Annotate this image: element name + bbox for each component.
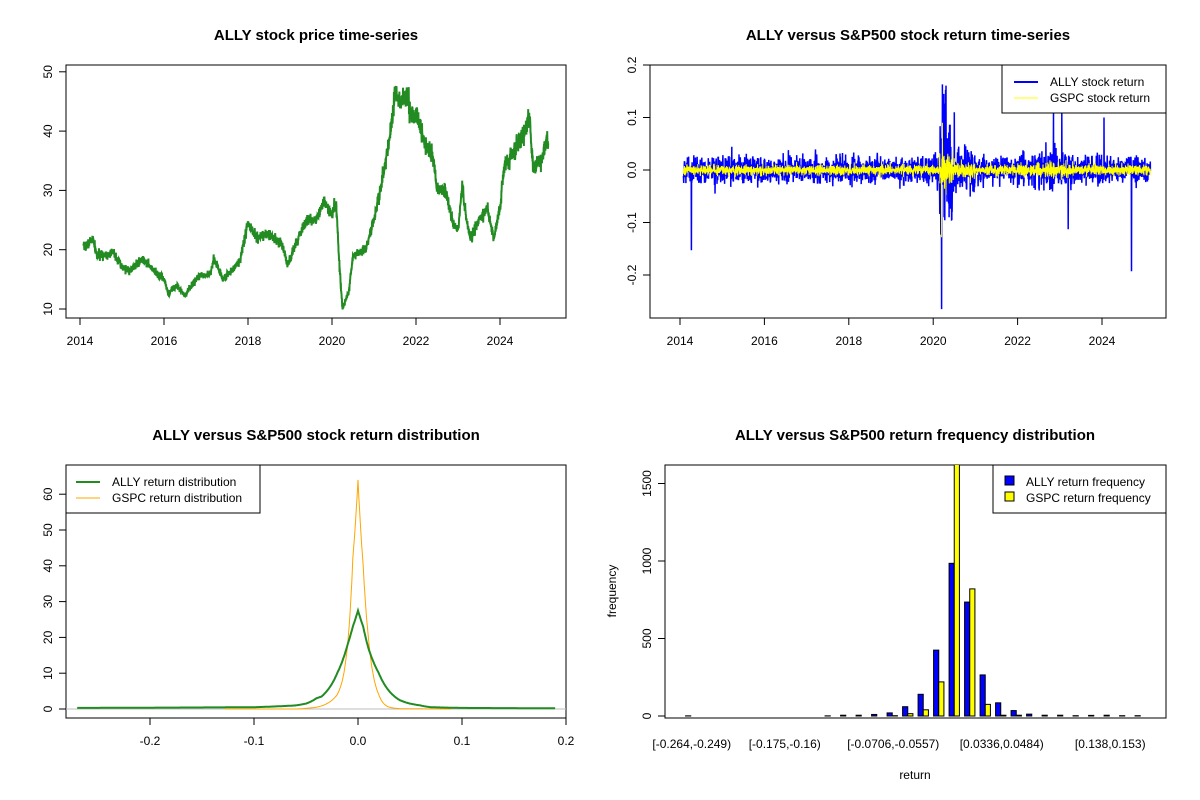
panel-frequency: 0 500 1000 1500 [-0.264,-0.249) [-0.175,-0.16… <box>640 464 1167 751</box>
title-returns: ALLY versus S&P500 stock return time-ser… <box>746 27 1070 44</box>
ally-frequency-bar <box>902 706 909 717</box>
price-x-tick-label: 2016 <box>151 334 178 348</box>
legend-label: GSPC return frequency <box>1026 491 1151 505</box>
price-y-tick-label: 10 <box>41 302 55 316</box>
price-x-tick-label: 2022 <box>403 334 430 348</box>
returns-x-tick-label: 2016 <box>751 334 778 348</box>
legend-label: ALLY stock return <box>1050 75 1144 89</box>
legend-box <box>1001 64 1167 114</box>
returns-x-tick-label: 2022 <box>1004 334 1031 348</box>
title-distribution: ALLY versus S&P500 stock return distribu… <box>152 427 480 444</box>
gspc-density-line <box>224 479 452 710</box>
ally-frequency-bar <box>917 693 924 717</box>
returns-y-tick-label: 0.1 <box>625 109 639 126</box>
returns-y-tick-label: -0.1 <box>625 212 639 233</box>
frequency-category-label: [0.0336,0.0484) <box>960 737 1044 751</box>
y-axis-label-frequency: frequency <box>605 565 619 618</box>
ally-frequency-bar <box>995 702 1002 717</box>
ally-frequency-bar <box>1026 713 1033 717</box>
gspc-return-line <box>682 122 1151 238</box>
price-x-tick-label: 2020 <box>319 334 346 348</box>
ally-density-line <box>77 607 556 710</box>
distribution-x-tick-label: 0.2 <box>558 734 575 748</box>
price-y-tick-label: 20 <box>41 243 55 257</box>
returns-y-tick-label: 0.2 <box>625 56 639 73</box>
gspc-frequency-bar <box>984 703 991 717</box>
legend-box <box>992 464 1167 514</box>
distribution-y-tick-label: 10 <box>41 666 55 680</box>
frequency-category-label: [-0.0706,-0.0557) <box>847 737 939 751</box>
distribution-y-tick-label: 20 <box>41 630 55 644</box>
frequency-category-label: [-0.264,-0.249) <box>652 737 731 751</box>
ally-frequency-bar <box>1088 714 1095 717</box>
returns-legend: ALLY stock return GSPC stock return <box>1001 64 1167 114</box>
panel-distribution: -0.2 -0.1 0.0 0.1 0.2 0 10 20 30 40 50 60 ALLY retur… <box>41 464 575 748</box>
title-frequency: ALLY versus S&P500 return frequency dist… <box>735 427 1095 444</box>
x-axis-label-return: return <box>899 768 930 782</box>
gspc-frequency-bar <box>1015 714 1022 717</box>
gspc-frequency-bar <box>953 465 960 717</box>
distribution-x-tick-label: -0.1 <box>244 734 265 748</box>
frequency-y-tick-label: 1000 <box>640 547 654 574</box>
legend-swatch <box>1004 475 1015 486</box>
ally-frequency-bar <box>1010 710 1017 717</box>
legend-box <box>65 464 261 514</box>
distribution-x-tick-label: -0.2 <box>140 734 161 748</box>
returns-x-tick-label: 2014 <box>667 334 694 348</box>
distribution-y-tick-label: 40 <box>41 559 55 573</box>
distribution-y-tick-label: 60 <box>41 487 55 501</box>
distribution-y-tick-label: 50 <box>41 523 55 537</box>
frequency-y-tick-label: 500 <box>640 628 654 648</box>
ally-frequency-bar <box>840 714 847 717</box>
ally-frequency-bar <box>964 601 971 717</box>
price-y-tick-label: 40 <box>41 124 55 138</box>
frequency-legend: ALLY return frequency GSPC return frequen… <box>992 464 1167 514</box>
ally-frequency-bar <box>871 713 878 717</box>
gspc-frequency-bar <box>1000 714 1007 717</box>
price-x-tick-label: 2014 <box>67 334 94 348</box>
price-x-tick-label: 2024 <box>487 334 514 348</box>
distribution-y-tick-label: 30 <box>41 595 55 609</box>
frequency-category-label: [0.138,0.153) <box>1075 737 1146 751</box>
legend-label: GSPC return distribution <box>112 491 242 505</box>
returns-x-tick-label: 2024 <box>1089 334 1116 348</box>
returns-x-tick-label: 2018 <box>835 334 862 348</box>
gspc-frequency-bar <box>907 713 914 717</box>
distribution-x-tick-label: 0.0 <box>350 734 367 748</box>
distribution-legend: ALLY return distribution GSPC return dist… <box>65 464 261 514</box>
returns-x-tick-label: 2020 <box>920 334 947 348</box>
gspc-frequency-bar <box>938 681 945 717</box>
price-line <box>82 85 550 310</box>
panel-price: 2014 2016 2018 2020 2022 2024 10 20 30 40 50 <box>41 64 567 348</box>
legend-label: ALLY return frequency <box>1026 475 1145 489</box>
ally-frequency-bar <box>979 674 986 717</box>
gspc-frequency-bar <box>922 709 929 717</box>
legend-label: GSPC stock return <box>1050 91 1150 105</box>
price-y-tick-label: 50 <box>41 65 55 79</box>
frequency-y-tick-label: 0 <box>640 712 654 719</box>
ally-frequency-bar <box>948 562 955 717</box>
price-x-tick-label: 2018 <box>235 334 262 348</box>
price-y-tick-label: 30 <box>41 183 55 197</box>
returns-y-tick-label: -0.2 <box>625 264 639 285</box>
gspc-frequency-bar <box>969 588 976 717</box>
ally-frequency-bar <box>933 649 940 717</box>
frequency-y-tick-label: 1500 <box>640 470 654 497</box>
ally-frequency-bar <box>1103 714 1110 717</box>
legend-label: ALLY return distribution <box>112 475 236 489</box>
ally-frequency-bar <box>855 714 862 717</box>
frequency-category-label: [-0.175,-0.16) <box>749 737 821 751</box>
returns-y-tick-label: 0.0 <box>625 161 639 178</box>
distribution-y-tick-label: 0 <box>41 705 55 712</box>
distribution-x-tick-label: 0.1 <box>454 734 471 748</box>
ally-frequency-bar <box>1041 714 1048 717</box>
ally-frequency-bar <box>1057 714 1064 717</box>
title-price: ALLY stock price time-series <box>214 27 418 44</box>
ally-frequency-bar <box>886 712 893 717</box>
legend-swatch <box>1004 491 1015 502</box>
panel-returns: 2014 2016 2018 2020 2022 2024 -0.2 -0.1 0.0 0.1 0.… <box>625 56 1167 348</box>
